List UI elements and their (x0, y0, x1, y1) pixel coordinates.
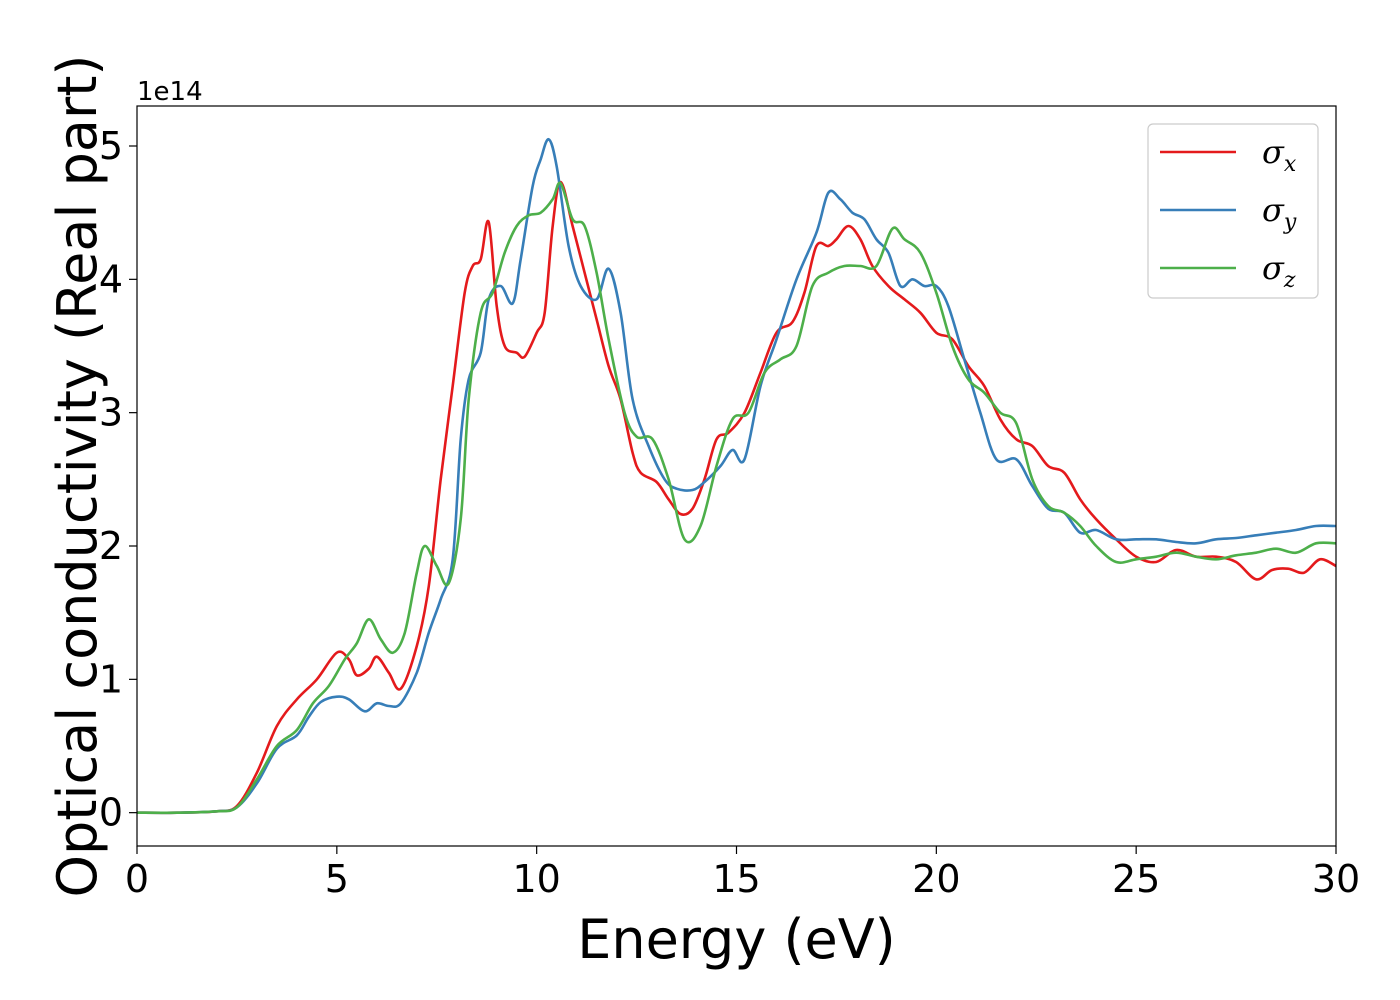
y-tick-label: 5 (99, 124, 123, 168)
legend-label-y: σy (1262, 191, 1297, 235)
series-line-x (136, 180, 1337, 815)
x-tick-label: 25 (1112, 857, 1160, 901)
x-tick-label: 15 (712, 857, 760, 901)
legend-label-z: σz (1262, 249, 1296, 293)
x-axis-title: Energy (eV) (577, 908, 896, 971)
x-tick-label: 30 (1312, 857, 1360, 901)
x-tick-label: 10 (512, 857, 560, 901)
y-tick-label: 3 (99, 391, 123, 435)
series-layer (136, 138, 1337, 815)
x-tick-label: 20 (912, 857, 960, 901)
y-tick-label: 4 (99, 257, 123, 301)
x-tick-label: 5 (325, 857, 349, 901)
legend-label-x: σx (1262, 133, 1297, 177)
y-axis-title: Optical conductivity (Real part) (46, 55, 109, 898)
y-offset-label: 1e14 (137, 77, 203, 107)
y-tick-label: 2 (99, 524, 123, 568)
y-tick-label: 0 (99, 791, 123, 835)
series-line-z (136, 181, 1337, 815)
ticks-layer: 0 5 10 15 20 25 30 0 1 2 3 4 5 (99, 124, 1360, 901)
x-tick-label: 0 (125, 857, 149, 901)
legend: σx σy σz (1147, 123, 1319, 299)
y-tick-label: 1 (99, 657, 123, 701)
series-line-y (136, 138, 1337, 815)
